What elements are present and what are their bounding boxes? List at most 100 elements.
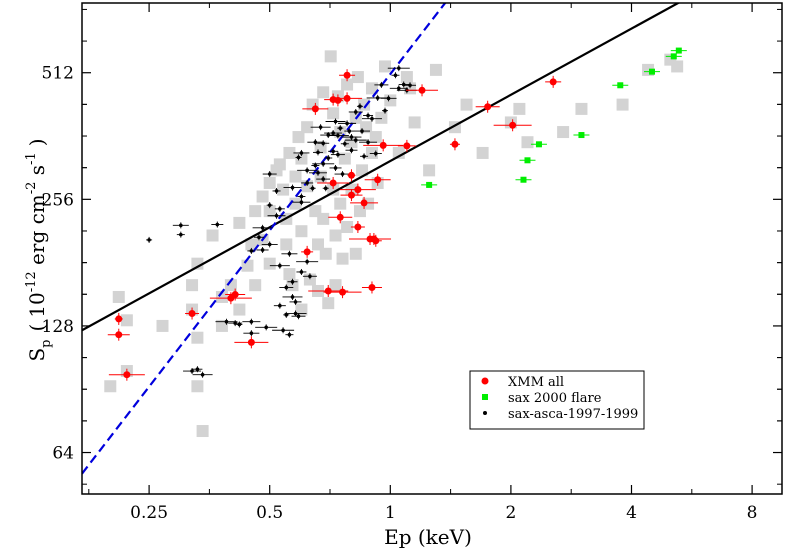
sax-asca-data-point	[267, 242, 272, 247]
sax-asca-data-point	[200, 372, 205, 377]
gray-data-point	[351, 71, 364, 84]
gray-data-point	[317, 212, 330, 225]
sax-asca-data-point	[396, 66, 401, 70]
sax-asca-data-point	[249, 331, 254, 336]
xmm-data-point	[336, 213, 344, 221]
sax-asca-data-point	[331, 131, 335, 135]
sax-asca-data-point	[299, 270, 304, 274]
xmm-data-point	[484, 103, 492, 111]
sax-asca-data-point	[336, 152, 340, 157]
gray-data-point	[312, 238, 325, 251]
sax-flare-data-point	[520, 176, 527, 183]
legend-box	[469, 370, 645, 430]
gray-data-point	[460, 98, 473, 111]
sax-asca-data-point	[224, 319, 229, 324]
xmm-data-point	[347, 191, 355, 199]
sax-asca-data-point	[305, 168, 309, 173]
sax-asca-data-point	[326, 156, 331, 160]
sax-asca-data-point	[305, 259, 309, 264]
xmm-data-point	[339, 288, 347, 296]
x-tick-label: 8	[747, 503, 758, 523]
sax-asca-data-point	[260, 248, 265, 252]
sax-asca-data-point	[147, 238, 151, 242]
sax-asca-data-point	[318, 125, 323, 129]
gray-data-point	[429, 63, 442, 76]
gray-data-point	[400, 71, 413, 84]
gray-data-point	[245, 238, 258, 251]
gray-data-point	[334, 197, 347, 210]
sax-asca-data-point	[316, 150, 320, 155]
gray-data-point	[365, 146, 378, 159]
legend-marker-sax-flare	[482, 394, 488, 400]
plot-frame	[81, 2, 783, 495]
xmm-data-point	[115, 315, 123, 323]
xmm-data-point	[324, 287, 332, 295]
sax-asca-data-point	[360, 129, 364, 133]
sax-asca-data-point	[293, 311, 298, 316]
y-title-main: S	[25, 348, 49, 362]
gray-data-point	[249, 205, 262, 218]
sax-flare-data-point	[675, 47, 682, 54]
sax-flare-data-point	[578, 132, 585, 139]
sax-asca-data-point	[326, 133, 331, 137]
sax-asca-data-point	[396, 86, 401, 91]
gray-data-point	[263, 205, 276, 218]
sax-asca-data-point	[313, 163, 318, 168]
x-tick-label: 0.25	[130, 503, 168, 523]
y-title-s: s	[25, 165, 49, 182]
legend-marker-xmm	[481, 377, 489, 385]
xmm-data-point	[360, 199, 368, 207]
sax-asca-data-point	[179, 223, 183, 228]
xmm-data-point	[549, 78, 557, 86]
xmm-data-point	[418, 86, 426, 94]
gray-data-point	[334, 126, 347, 139]
xmm-data-point	[231, 291, 239, 299]
sax-asca-data-point	[267, 172, 272, 176]
gray-data-point	[249, 279, 262, 292]
sax-asca-data-point	[237, 322, 242, 327]
y-tick-label: 64	[52, 444, 74, 464]
gray-data-point	[206, 229, 219, 242]
sax-asca-data-point	[408, 83, 412, 88]
gray-data-point	[319, 247, 332, 260]
gray-data-point	[301, 121, 314, 134]
xmm-data-point	[123, 371, 131, 379]
sax-asca-data-point	[249, 319, 254, 324]
gray-data-point	[283, 146, 296, 159]
y-title-exp2: -2	[24, 182, 39, 195]
sax-asca-data-point	[278, 303, 282, 308]
sax-flare-data-point	[648, 68, 655, 75]
sax-asca-data-point	[278, 263, 282, 268]
gray-data-point	[349, 247, 362, 260]
sax-asca-data-point	[296, 314, 301, 319]
y-title-exp3: -1	[24, 152, 39, 165]
sax-asca-data-point	[349, 135, 354, 139]
gray-data-point	[280, 238, 293, 251]
gray-data-point	[329, 229, 342, 242]
sax-asca-data-point	[358, 104, 362, 109]
green-points-layer	[421, 47, 687, 188]
gray-data-point	[215, 319, 228, 332]
gray-data-point	[642, 63, 655, 76]
y-title-mid: erg cm	[25, 194, 49, 271]
gray-data-point	[186, 279, 199, 292]
y-title-pre: 10	[25, 292, 49, 317]
gray-data-point	[233, 303, 246, 316]
gray-data-point	[356, 164, 369, 177]
xmm-data-point	[347, 171, 355, 179]
sax-asca-data-point	[299, 200, 304, 205]
y-tick-label: 256	[42, 190, 74, 210]
gray-data-point	[233, 216, 246, 229]
xmm-data-point	[379, 141, 387, 149]
xmm-data-point	[311, 105, 319, 113]
sax-asca-data-point	[296, 155, 301, 160]
fit-lines-layer	[82, 3, 681, 475]
axis-ticks: 0.25 0.5 1 2 4 8 64 128 256 512	[42, 3, 782, 523]
sax-asca-data-point	[290, 279, 295, 284]
y-title-close: )	[25, 138, 49, 146]
gray-data-point	[120, 314, 133, 327]
gray-data-point	[156, 319, 169, 332]
gray-data-point	[513, 102, 526, 115]
sax-flare-data-point	[524, 157, 531, 164]
sax-asca-data-point	[393, 73, 398, 78]
